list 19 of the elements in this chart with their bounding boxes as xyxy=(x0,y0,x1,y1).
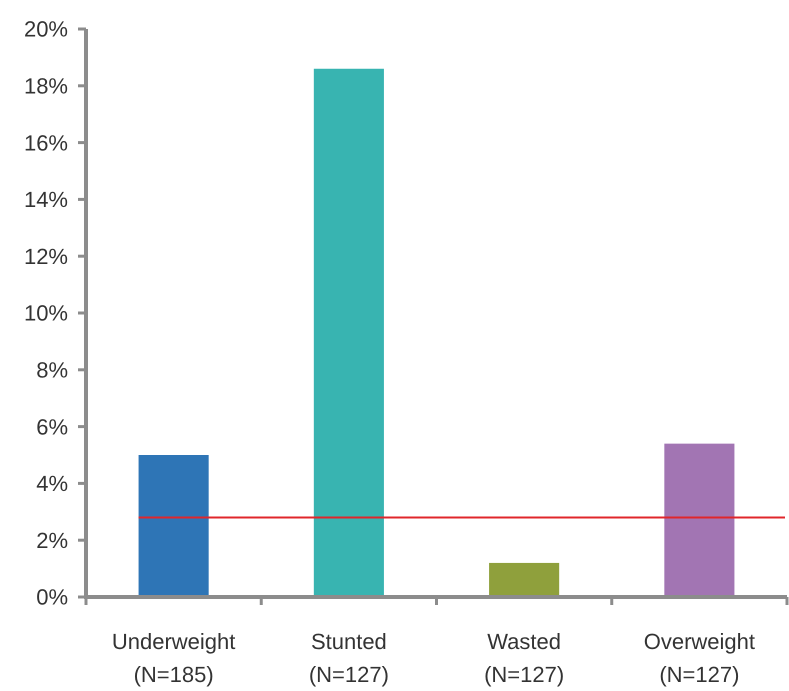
y-tick-label: 8% xyxy=(36,358,68,382)
x-tick-label: Overweight (N=127) xyxy=(644,629,756,687)
x-tick-label: Wasted (N=127) xyxy=(484,629,564,687)
bar xyxy=(314,68,384,597)
y-tick-label: 18% xyxy=(24,74,68,98)
x-tick-label: Underweight (N=185) xyxy=(112,629,236,687)
y-tick-label: 0% xyxy=(36,584,68,610)
y-tick-label: 6% xyxy=(36,414,68,440)
y-tick-label: 10% xyxy=(24,300,68,326)
y-tick-label: 14% xyxy=(24,187,68,212)
y-tick-label: 2% xyxy=(36,528,68,553)
y-tick-label: 12% xyxy=(24,244,68,269)
y-tick-label: 16% xyxy=(24,130,68,156)
x-tick-label: Stunted (N=127) xyxy=(308,629,389,687)
bar xyxy=(489,562,560,597)
y-tick-label: 4% xyxy=(36,471,68,496)
bar xyxy=(138,455,209,597)
bar xyxy=(664,444,734,597)
y-tick-label: 20% xyxy=(24,16,68,42)
